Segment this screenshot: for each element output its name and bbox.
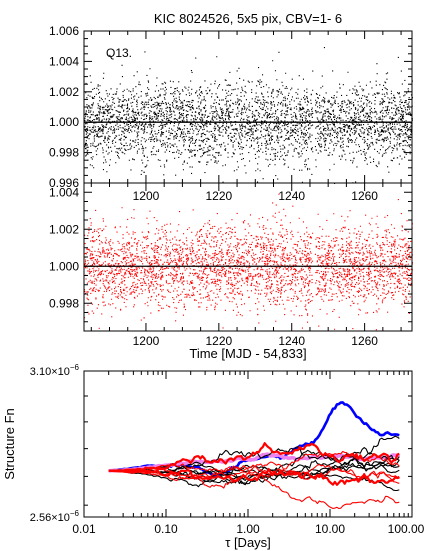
- y-tick-label: 2.56×10−6: [30, 509, 80, 524]
- light-curve-black-panel: KIC 8024526, 5x5 pix, CBV=1- 6 1.006 1.004…: [49, 11, 413, 190]
- y-tick-label: 0.998: [49, 296, 79, 310]
- light-curve-red-panel: 1.004 1.002 1.000 0.998 1200 1200 1220 1220 1240…: [49, 182, 413, 361]
- y-tick-label: 1.002: [49, 222, 79, 236]
- y-tick-label: 3.10×10−6: [30, 363, 80, 378]
- data-points: [84, 47, 413, 184]
- y-axis-label: Structure Fn: [2, 408, 17, 480]
- x-tick-label: 1260: [351, 334, 378, 348]
- y-tick-label: 1.000: [49, 115, 79, 129]
- x-tick-label: 1200: [133, 334, 160, 348]
- x-tick-label: 0.01: [72, 522, 96, 536]
- y-tick-label: 0.998: [49, 146, 79, 160]
- chart-title: KIC 8024526, 5x5 pix, CBV=1- 6: [154, 11, 342, 26]
- x-tick-label: 1.00: [236, 522, 260, 536]
- series-line: [108, 467, 400, 486]
- x-tick-label-top: 1200: [133, 189, 160, 203]
- plot-frame: [83, 182, 413, 332]
- series-line: [108, 469, 400, 510]
- plot-frame: [83, 370, 413, 518]
- y-tick-label: 1.002: [49, 85, 79, 99]
- y-tick-mantissa: 2.56×10: [30, 512, 70, 524]
- x-axis-label: τ [Days]: [225, 535, 271, 550]
- x-tick-label: 0.10: [154, 522, 178, 536]
- y-tick-exponent: −6: [70, 509, 80, 518]
- x-tick-label: 1240: [278, 334, 305, 348]
- quarter-annotation: Q13.: [106, 46, 132, 60]
- x-tick-label: 100.00: [388, 522, 425, 536]
- series-line: [108, 442, 400, 472]
- series-line: [108, 401, 400, 477]
- x-tick-label-top: 1240: [278, 189, 305, 203]
- series-group: [108, 401, 401, 510]
- y-tick-label: 1.000: [49, 259, 79, 273]
- y-tick-label: 1.004: [49, 54, 79, 68]
- x-axis-label: Time [MJD - 54,833]: [189, 346, 306, 361]
- y-tick-mantissa: 3.10×10: [30, 366, 70, 378]
- series-line: [108, 461, 400, 484]
- y-tick-label: 0.996: [49, 176, 79, 190]
- y-tick-exponent: −6: [70, 363, 80, 372]
- x-tick-label-top: 1260: [351, 189, 378, 203]
- y-tick-label: 1.006: [49, 24, 79, 38]
- y-tick-label: 1.004: [49, 185, 79, 199]
- x-tick-label: 1220: [205, 334, 232, 348]
- x-tick-label: 10.00: [315, 522, 345, 536]
- structure-function-panel: 0.01 0.10 1.00 10.00 100.003.10×10−62.56×10−…: [2, 363, 425, 550]
- series-line: [108, 463, 400, 480]
- data-points: [84, 193, 413, 331]
- x-tick-label-top: 1220: [205, 189, 232, 203]
- series-line: [108, 468, 400, 492]
